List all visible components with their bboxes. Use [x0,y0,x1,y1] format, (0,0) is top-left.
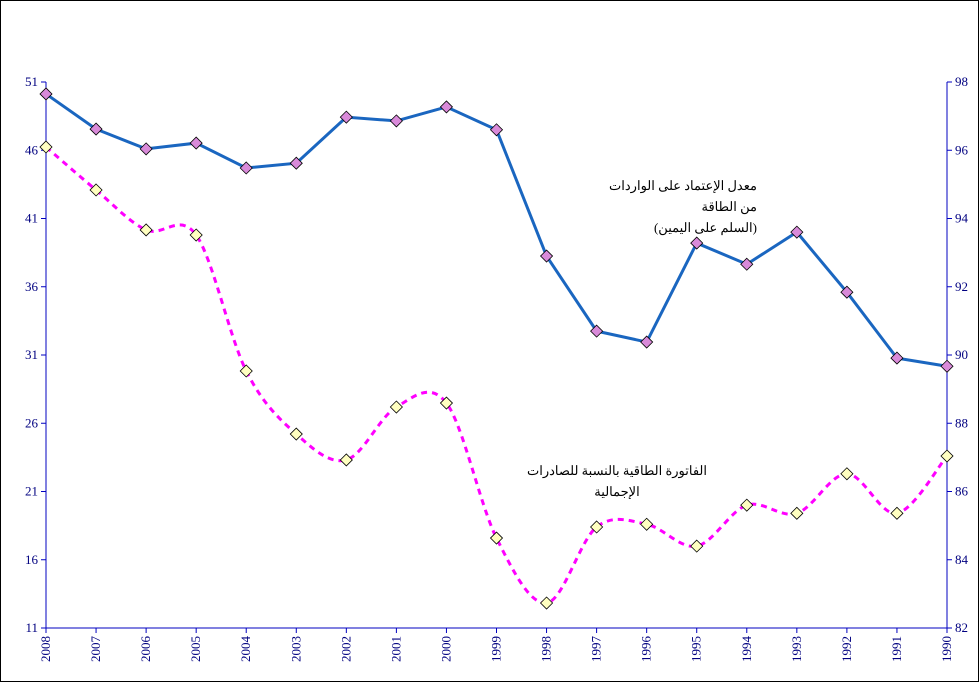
marker [339,110,353,124]
marker [189,136,203,150]
marker [690,236,704,250]
marker [89,183,103,197]
marker [940,359,954,373]
marker [39,87,53,101]
marker [489,531,504,545]
marker [489,123,504,137]
x-tick-label: 2006 [138,636,153,663]
marker [890,506,904,520]
y-tick-label: 36 [25,279,39,294]
annotation: الإجمالية [594,484,639,500]
y-tick-label: 16 [25,552,39,567]
x-tick-label: 2008 [38,636,53,662]
x-tick-label: 1994 [739,636,754,663]
y-tick-label: 46 [25,142,39,157]
x-tick-label: 1991 [889,636,904,662]
marker [189,228,203,242]
x-tick-label: 2001 [388,636,403,662]
x-tick-label: 1990 [939,636,954,662]
marker [89,122,103,136]
annotation: معدل الإعتماد على الواردات [609,178,757,194]
y-tick-label: 51 [25,74,38,89]
y2-tick-label: 88 [955,415,968,430]
annotation: الفاتورة الطاقية بالنسبة للصادرات [527,463,707,479]
y-tick-label: 21 [25,484,38,499]
y2-tick-label: 92 [955,279,968,294]
marker [840,467,854,481]
marker [640,517,654,531]
marker [590,520,604,534]
x-tick-label: 2002 [338,636,353,662]
y2-tick-label: 82 [955,620,968,635]
x-tick-label: 2000 [438,636,453,662]
marker [389,400,403,414]
marker [690,539,704,553]
marker [339,453,353,467]
annotation: (السلم على اليمين) [654,220,757,236]
x-tick-label: 1997 [589,636,604,663]
marker [940,449,954,463]
x-tick-label: 1996 [639,636,654,663]
marker [239,364,253,378]
marker [740,257,754,271]
marker [539,249,554,263]
y-tick-label: 26 [25,415,39,430]
y2-tick-label: 86 [955,484,969,499]
marker [389,114,403,128]
marker [289,156,303,170]
marker [239,161,253,175]
x-tick-label: 2003 [288,636,303,662]
marker [139,142,153,156]
y-tick-label: 11 [25,620,38,635]
marker [439,396,454,410]
marker [39,140,53,154]
marker [139,223,153,237]
marker [590,324,604,338]
marker [740,498,754,512]
x-tick-label: 1999 [489,636,504,662]
x-tick-label: 1992 [839,636,854,662]
x-tick-label: 2005 [188,636,203,662]
marker [790,506,804,520]
y-tick-label: 31 [25,347,38,362]
marker [539,596,554,610]
marker [890,351,904,365]
x-tick-label: 2004 [238,636,253,663]
y2-tick-label: 96 [955,142,969,157]
x-tick-label: 1993 [789,636,804,662]
y2-tick-label: 90 [955,347,968,362]
y2-tick-label: 84 [955,552,969,567]
marker [289,427,303,441]
x-tick-label: 1998 [539,636,554,662]
marker [439,100,454,114]
y2-tick-label: 94 [955,211,969,226]
x-tick-label: 2007 [88,636,103,663]
marker [790,225,804,239]
annotation: من الطاقة [702,199,758,215]
y2-tick-label: 98 [955,74,968,89]
y-tick-label: 41 [25,211,38,226]
marker [840,285,854,299]
x-tick-label: 1995 [689,636,704,662]
marker [640,335,654,349]
